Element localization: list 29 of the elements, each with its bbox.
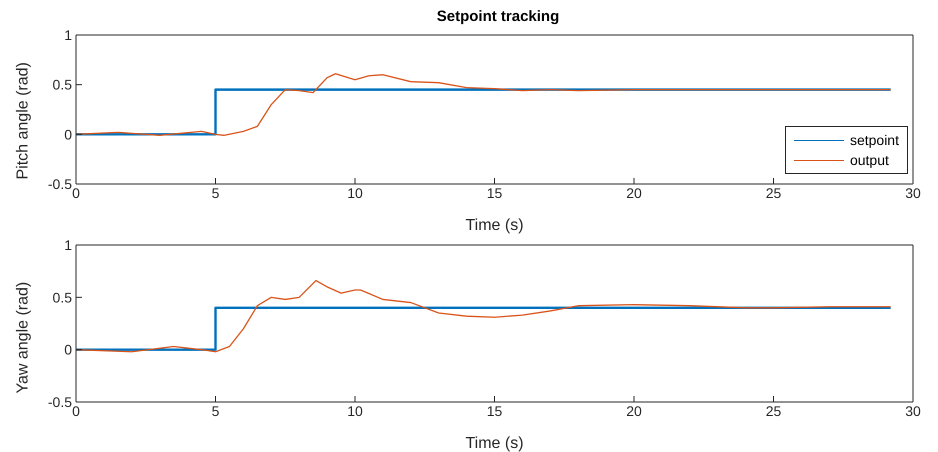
line-series [76,280,892,352]
y-tick-label: 0.5 [52,289,72,306]
x-axis-title: Time (s) [465,435,524,452]
x-tick-label: 20 [626,184,642,201]
chart-title: Setpoint tracking [436,8,560,26]
y-tick-label: 1 [64,236,72,253]
x-tick-label: 15 [486,184,502,201]
y-tick-label: 1 [64,26,72,43]
y-axis-title: Pitch angle (rad) [14,62,32,180]
y-axis-title: Yaw angle (rad) [14,282,32,394]
x-tick-label: 15 [486,402,502,419]
legend-label: setpoint [850,131,899,150]
y-tick-label: 0.5 [52,76,72,93]
x-tick-label: 30 [905,402,921,419]
x-tick-label: 5 [212,184,220,201]
x-tick-label: 10 [347,184,363,201]
x-tick-label: 5 [212,402,220,419]
y-tick-label: -0.5 [48,394,72,410]
y-tick-label: 0 [64,126,72,142]
line-series [76,73,892,136]
x-tick-label: 25 [766,402,782,419]
x-tick-label: 25 [766,184,782,201]
y-tick-label: 0 [64,342,72,358]
x-tick-label: 30 [905,184,921,201]
x-tick-label: 10 [347,402,363,419]
x-axis-title: Time (s) [465,217,524,234]
y-tick-label: -0.5 [48,176,72,192]
x-tick-label: 20 [626,402,642,419]
legend-label: output [850,151,889,170]
